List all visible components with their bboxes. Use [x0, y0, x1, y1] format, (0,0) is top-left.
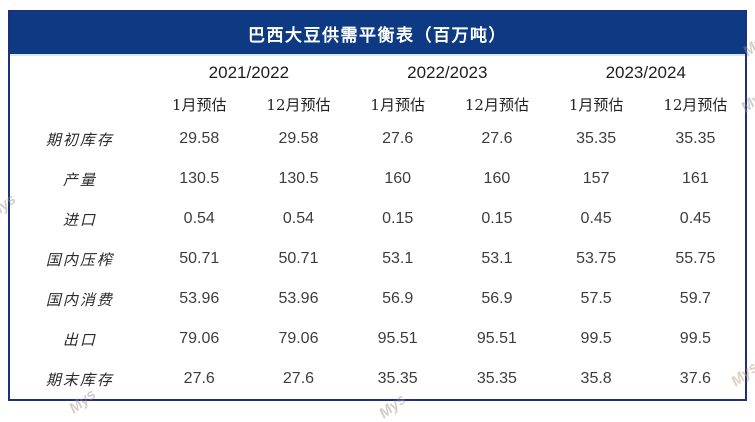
- cell: 29.58: [179, 130, 220, 147]
- cell: 79.06: [278, 330, 319, 347]
- estimate-header: 1月预估: [171, 95, 227, 114]
- cell: 50.71: [278, 250, 319, 267]
- row-label: 进口: [62, 210, 97, 229]
- table-row-ending-stocks: 期末库存 27.6 27.6 35.35 35.35 35.8 37.6: [10, 359, 745, 399]
- cell: 27.6: [382, 130, 414, 147]
- cell: 27.6: [183, 370, 215, 387]
- estimate-header: 12月预估: [663, 95, 728, 114]
- cell: 130.5: [278, 170, 319, 187]
- cell: 35.35: [576, 130, 617, 147]
- cell: 50.71: [179, 250, 220, 267]
- corner-cell: [10, 89, 150, 119]
- cell: 57.5: [580, 290, 612, 307]
- cell: 130.5: [179, 170, 220, 187]
- cell: 160: [483, 170, 511, 187]
- cell: 29.58: [278, 130, 319, 147]
- cell: 35.35: [476, 370, 517, 387]
- cell: 0.54: [282, 210, 315, 227]
- cell: 35.35: [675, 130, 716, 147]
- estimate-header-row: 1月预估 12月预估 1月预估 12月预估 1月预估 12月预估: [10, 89, 745, 119]
- balance-table-panel: 巴西大豆供需平衡表（百万吨） 2021/2022 2022/2023 2023/…: [8, 10, 747, 401]
- cell: 0.45: [580, 210, 612, 227]
- table-row-exports: 出口 79.06 79.06 95.51 95.51 99.5 99.5: [10, 319, 745, 359]
- cell: 27.6: [481, 130, 513, 147]
- year-header-row: 2021/2022 2022/2023 2023/2024: [10, 55, 745, 89]
- table-title: 巴西大豆供需平衡表（百万吨）: [10, 12, 745, 54]
- year-group-header: 2021/2022: [208, 62, 290, 82]
- cell: 79.06: [179, 330, 220, 347]
- supply-demand-table: 2021/2022 2022/2023 2023/2024 1月预估 12月预估…: [10, 54, 745, 399]
- table-row-domestic-crush: 国内压榨 50.71 50.71 53.1 53.1 53.75 55.75: [10, 239, 745, 279]
- cell: 37.6: [679, 370, 711, 387]
- table-row-beginning-stocks: 期初库存 29.58 29.58 27.6 27.6 35.35 35.35: [10, 119, 745, 159]
- cell: 35.35: [377, 370, 418, 387]
- estimate-header: 1月预估: [568, 95, 624, 114]
- cell: 99.5: [580, 330, 612, 347]
- row-label: 国内消费: [45, 290, 114, 309]
- cell: 53.96: [278, 290, 319, 307]
- estimate-header: 12月预估: [266, 95, 331, 114]
- cell: 0.15: [382, 210, 414, 227]
- row-label: 产量: [62, 170, 97, 189]
- cell: 53.1: [481, 250, 513, 267]
- row-label: 出口: [62, 330, 97, 349]
- cell: 99.5: [679, 330, 711, 347]
- cell: 0.54: [183, 210, 215, 227]
- row-label: 国内压榨: [45, 250, 114, 269]
- year-group-header: 2022/2023: [407, 62, 488, 82]
- cell: 27.6: [282, 370, 315, 387]
- cell: 160: [384, 170, 412, 187]
- corner-cell: [10, 55, 150, 89]
- table-row-domestic-consumption: 国内消费 53.96 53.96 56.9 56.9 57.5 59.7: [10, 279, 745, 319]
- cell: 35.8: [580, 370, 612, 387]
- cell: 157: [582, 170, 610, 187]
- cell: 56.9: [382, 290, 414, 307]
- cell: 53.96: [179, 290, 220, 307]
- cell: 59.7: [679, 290, 711, 307]
- table-row-imports: 进口 0.54 0.54 0.15 0.15 0.45 0.45: [10, 199, 745, 239]
- row-label: 期初库存: [45, 130, 114, 149]
- cell: 161: [682, 170, 709, 187]
- table-row-production: 产量 130.5 130.5 160 160 157 161: [10, 159, 745, 199]
- cell: 56.9: [481, 290, 513, 307]
- row-label: 期末库存: [45, 370, 114, 389]
- cell: 0.15: [481, 210, 513, 227]
- cell: 53.75: [576, 250, 617, 267]
- cell: 95.51: [476, 330, 517, 347]
- year-group-header: 2023/2024: [605, 62, 686, 82]
- cell: 53.1: [382, 250, 414, 267]
- cell: 0.45: [679, 210, 711, 227]
- estimate-header: 1月预估: [370, 95, 425, 114]
- estimate-header: 12月预估: [464, 95, 529, 114]
- cell: 55.75: [675, 250, 716, 267]
- cell: 95.51: [377, 330, 418, 347]
